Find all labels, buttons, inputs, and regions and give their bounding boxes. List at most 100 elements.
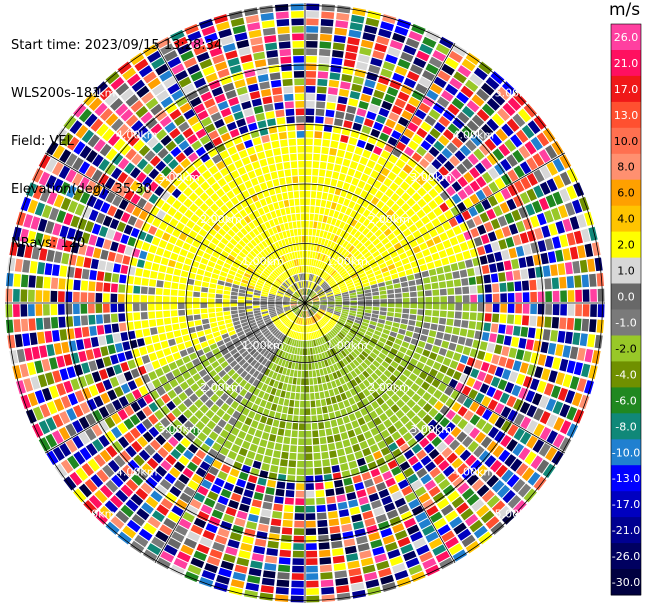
- velocity-gate: [320, 154, 328, 162]
- velocity-gate: [449, 77, 463, 90]
- colorbar-tick-label: -26.0: [612, 550, 640, 563]
- velocity-gate: [308, 266, 311, 273]
- velocity-gate: [370, 225, 379, 234]
- velocity-gate: [308, 243, 311, 251]
- velocity-gate: [408, 280, 416, 287]
- velocity-gate: [525, 255, 534, 267]
- velocity-gate: [380, 150, 391, 160]
- velocity-gate: [401, 192, 411, 202]
- velocity-gate: [364, 292, 372, 297]
- velocity-gate: [310, 291, 315, 298]
- velocity-gate: [380, 167, 390, 177]
- velocity-gate: [418, 76, 432, 88]
- velocity-gate: [366, 111, 377, 121]
- velocity-gate: [390, 193, 400, 202]
- velocity-gate: [329, 268, 335, 275]
- velocity-gate: [305, 86, 316, 93]
- velocity-gate: [541, 225, 551, 238]
- velocity-gate: [354, 230, 362, 239]
- velocity-gate: [394, 218, 404, 227]
- velocity-gate: [343, 198, 351, 207]
- velocity-gate: [319, 280, 325, 286]
- velocity-gate: [530, 136, 543, 151]
- velocity-gate: [335, 297, 342, 300]
- velocity-gates: [5, 3, 605, 603]
- velocity-gate: [365, 231, 374, 239]
- velocity-gate: [510, 134, 523, 148]
- velocity-gate: [462, 250, 471, 260]
- velocity-gate: [309, 258, 312, 266]
- velocity-gate: [506, 118, 520, 132]
- velocity-gate: [439, 288, 447, 296]
- velocity-gate: [363, 285, 371, 291]
- velocity-gate: [500, 173, 512, 186]
- velocity-gate: [487, 231, 497, 242]
- velocity-gate: [323, 239, 329, 247]
- velocity-gate: [559, 171, 572, 186]
- velocity-gate: [306, 288, 309, 296]
- velocity-gate: [469, 285, 477, 294]
- velocity-gate: [375, 114, 387, 125]
- velocity-gate: [322, 215, 328, 223]
- velocity-gate: [325, 200, 332, 209]
- velocity-gate: [311, 176, 318, 184]
- colorbar-tick-label: -13.0: [612, 472, 640, 485]
- velocity-gate: [431, 218, 441, 228]
- velocity-gate: [305, 123, 314, 131]
- velocity-gate: [307, 258, 310, 266]
- velocity-gate: [317, 278, 323, 285]
- velocity-gate: [312, 300, 320, 303]
- velocity-gate: [492, 283, 500, 293]
- velocity-gate: [315, 116, 324, 124]
- velocity-gate: [380, 294, 387, 299]
- velocity-gate: [394, 98, 407, 109]
- velocity-gate: [486, 208, 497, 220]
- velocity-gate: [406, 234, 415, 243]
- velocity-gate: [473, 236, 483, 247]
- velocity-gate: [320, 262, 326, 270]
- velocity-gate: [372, 299, 380, 303]
- velocity-gate: [395, 208, 405, 217]
- velocity-gate: [393, 283, 401, 289]
- velocity-gate: [581, 274, 590, 288]
- velocity-gate: [350, 129, 360, 139]
- velocity-gate: [484, 138, 497, 151]
- velocity-gate: [475, 189, 486, 201]
- velocity-gate: [465, 259, 474, 268]
- velocity-gate: [397, 116, 409, 127]
- velocity-gate: [330, 270, 337, 277]
- velocity-gate: [313, 138, 322, 146]
- velocity-gate: [305, 298, 311, 303]
- velocity-gate: [327, 87, 339, 95]
- velocity-gate: [551, 277, 560, 289]
- velocity-gate: [319, 161, 327, 170]
- velocity-gate: [497, 107, 511, 122]
- velocity-gate: [479, 212, 490, 223]
- velocity-gate: [367, 176, 376, 186]
- velocity-gate: [406, 197, 416, 207]
- velocity-gate: [404, 175, 415, 186]
- velocity-gate: [408, 96, 421, 108]
- velocity-gate: [434, 195, 444, 206]
- velocity-gate: [331, 133, 341, 141]
- velocity-gate: [307, 289, 311, 296]
- velocity-gate: [452, 271, 460, 279]
- velocity-gate: [312, 228, 317, 236]
- velocity-gate: [321, 192, 328, 200]
- velocity-gate: [346, 44, 359, 53]
- velocity-gate: [424, 283, 432, 290]
- velocity-gate: [305, 71, 317, 78]
- velocity-gate: [562, 218, 573, 232]
- velocity-gate: [354, 221, 362, 230]
- velocity-gate: [337, 280, 345, 286]
- velocity-gate: [351, 83, 363, 93]
- velocity-gate: [377, 156, 387, 166]
- velocity-gate: [305, 198, 311, 206]
- velocity-gate: [305, 146, 313, 153]
- velocity-gate: [348, 184, 357, 193]
- velocity-gate: [506, 282, 515, 292]
- velocity-gate: [368, 104, 380, 114]
- velocity-gate: [346, 265, 353, 272]
- velocity-gate: [538, 197, 550, 211]
- velocity-gate: [388, 154, 399, 164]
